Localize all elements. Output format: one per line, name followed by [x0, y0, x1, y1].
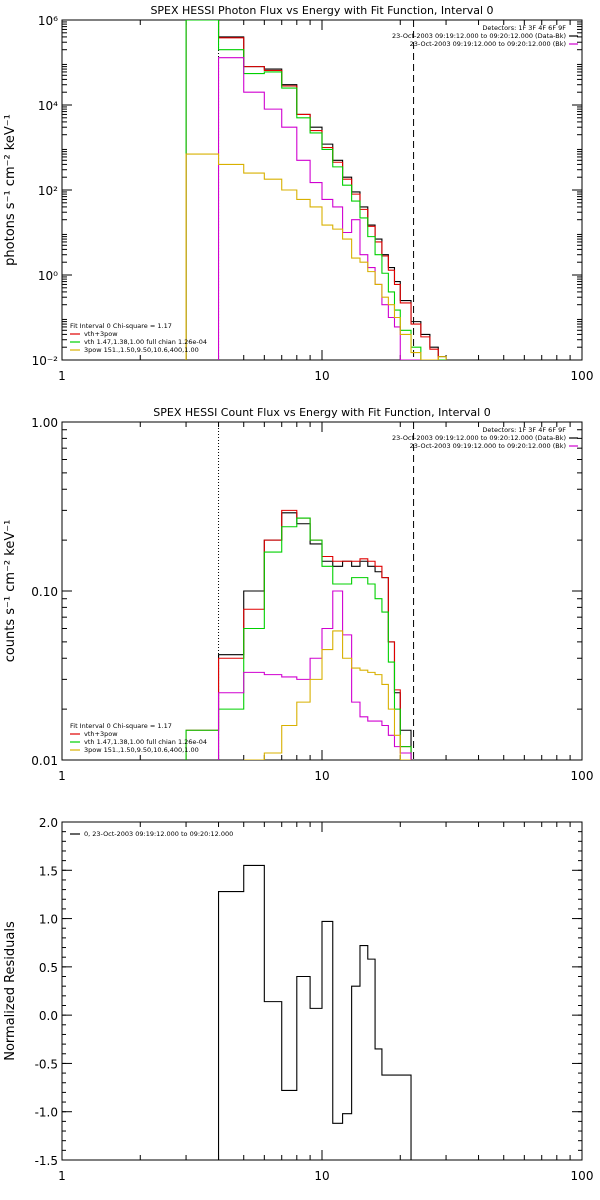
x-tick-label: 10	[314, 769, 329, 783]
y-tick-label: 1.00	[31, 416, 58, 430]
y-axis-label: counts s⁻¹ cm⁻² keV⁻¹	[3, 520, 18, 663]
series-thermal	[185, 517, 412, 760]
chart-panel-2: 1 10 100 2.0 1.5 1.0 0.5 0.0 -0.5 -1.0 -1.5 Normali…	[3, 816, 593, 1183]
legend-entry: 0, 23-Oct-2003 09:19:12.000 to 09:20:12.…	[84, 830, 233, 838]
chart-title: SPEX HESSI Count Flux vs Energy with Fit…	[153, 406, 490, 419]
x-tick-label: 1	[58, 369, 66, 383]
x-tick-label: 10	[314, 369, 329, 383]
y-tick-label: 1.5	[39, 864, 58, 878]
y-tick-label: 10⁴	[38, 99, 58, 113]
series-powerlaw	[185, 153, 447, 360]
y-tick-label: 10⁶	[38, 14, 58, 28]
x-tick-label: 1	[58, 1169, 66, 1183]
x-tick-label: 100	[571, 1169, 594, 1183]
header-line: 23-Oct-2003 09:19:12.000 to 09:20:12.000…	[392, 434, 566, 442]
legend-entry: Fit Interval 0 Chi-square = 1.17	[70, 322, 172, 330]
series-background	[217, 57, 421, 360]
y-tick-label: 0.5	[39, 961, 58, 975]
legend-entry: 3pow 151.,1.50,9.50,10.6,400,1.00	[84, 746, 199, 754]
x-tick-label: 10	[314, 1169, 329, 1183]
legend-entry: vth 1.47,1.38,1.00 full chian 1.26e-04	[84, 338, 207, 346]
plot-area	[185, 20, 447, 360]
header-line: 23-Oct-2003 09:19:12.000 to 09:20:12.000…	[410, 442, 566, 450]
x-tick-label: 1	[58, 769, 66, 783]
y-tick-label: 1.0	[39, 913, 58, 927]
series-total	[185, 20, 447, 360]
legend-entry: vth 1.47,1.38,1.00 full chian 1.26e-04	[84, 738, 207, 746]
header-line: 23-Oct-2003 09:19:12.000 to 09:20:12.000…	[392, 32, 566, 40]
x-tick-label: 100	[571, 369, 594, 383]
x-tick-label: 100	[571, 769, 594, 783]
legend-entry: vth+3pow	[84, 730, 118, 738]
legend-entry: 3pow 151.,1.50,9.50,10.6,400,1.00	[84, 346, 199, 354]
series-residuals	[217, 864, 412, 1160]
y-tick-label: 0.0	[39, 1009, 58, 1023]
plot-area	[217, 864, 412, 1160]
series-powerlaw	[243, 630, 412, 760]
y-axis-label: photons s⁻¹ cm⁻² keV⁻¹	[3, 114, 18, 266]
chart-title: SPEX HESSI Photon Flux vs Energy with Fi…	[150, 4, 493, 17]
y-axis-label: Normalized Residuals	[3, 921, 18, 1061]
series-total	[185, 509, 412, 760]
header-line: 23-Oct-2003 09:19:12.000 to 09:20:12.000…	[410, 40, 566, 48]
y-tick-label: 10²	[38, 184, 58, 198]
y-tick-label: 0.10	[31, 585, 58, 599]
chart-panel-0: SPEX HESSI Photon Flux vs Energy with Fi…	[3, 4, 593, 383]
header-line: Detectors: 1F 3F 4F 6F 9F	[482, 426, 566, 434]
plot-area	[185, 422, 415, 760]
y-tick-label: -1.5	[35, 1154, 58, 1168]
chart-panel-1: SPEX HESSI Count Flux vs Energy with Fit…	[3, 406, 593, 783]
header-line: Detectors: 1F 3F 4F 6F 9F	[482, 24, 566, 32]
series-data	[185, 20, 447, 360]
y-tick-label: 10⁻²	[32, 354, 59, 368]
y-tick-label: 2.0	[39, 816, 58, 830]
legend-entry: vth+3pow	[84, 330, 118, 338]
series-thermal	[185, 20, 447, 360]
y-tick-label: -1.0	[35, 1106, 58, 1120]
y-tick-label: -0.5	[35, 1057, 58, 1071]
legend-entry: Fit Interval 0 Chi-square = 1.17	[70, 722, 172, 730]
plot-frame	[61, 421, 583, 761]
y-tick-label: 10⁰	[38, 269, 58, 283]
y-tick-label: 0.01	[31, 754, 58, 768]
